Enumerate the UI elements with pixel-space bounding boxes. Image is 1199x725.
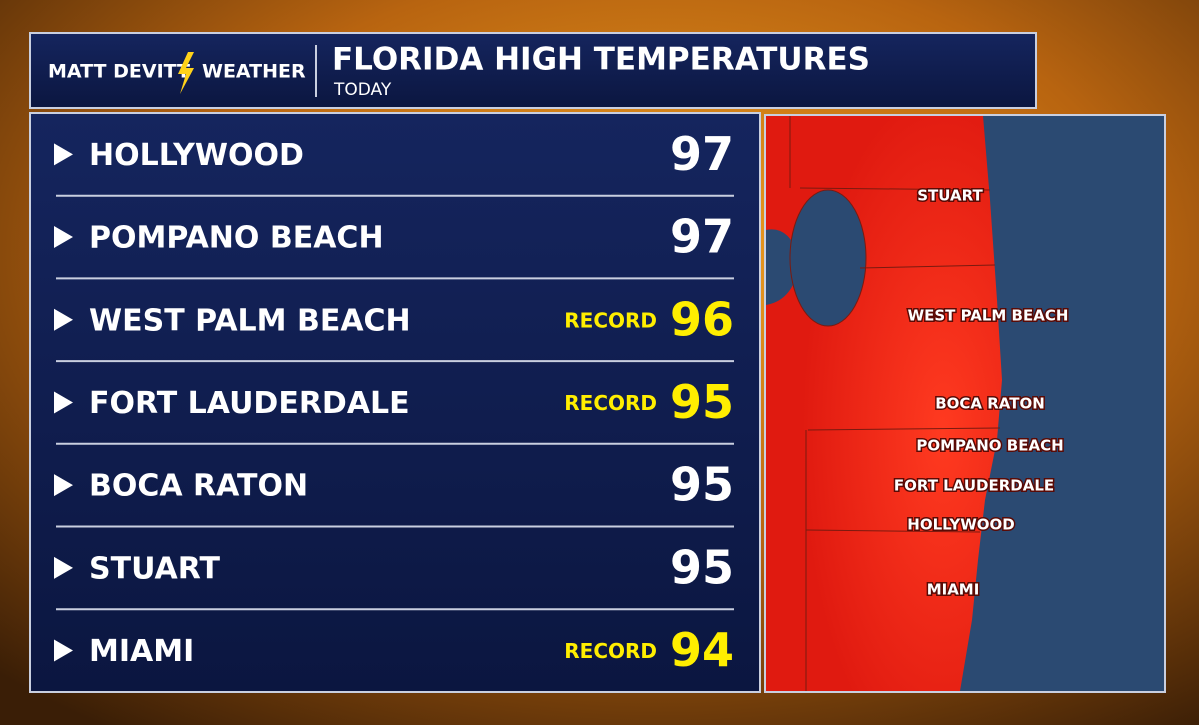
record-badge: RECORD (564, 639, 657, 663)
city-name: HOLLYWOOD (89, 138, 304, 173)
row-arrow (54, 143, 73, 166)
header-subtitle: TODAY (333, 80, 392, 100)
map (764, 114, 1166, 693)
temperature: 95 (670, 540, 734, 594)
row-arrow (54, 639, 73, 662)
brand-bolt (178, 52, 194, 94)
map-label: FORT LAUDERDALE (894, 477, 1054, 495)
header-title: FLORIDA HIGH TEMPERATURES (332, 42, 870, 78)
map-label: POMPANO BEACH (916, 437, 1063, 455)
map-label: STUART (917, 187, 983, 205)
city-name: FORT LAUDERDALE (89, 386, 410, 421)
temperature: 96 (670, 292, 734, 346)
temperature: 94 (670, 623, 734, 677)
temperature: 97 (670, 210, 734, 264)
row-arrow (54, 391, 73, 414)
map-labels: STUART WEST PALM BEACH BOCA RATON POMPANO B… (892, 185, 1070, 600)
city-name: MIAMI (89, 634, 194, 669)
temperature: 95 (670, 375, 734, 429)
map-label: MIAMI (927, 581, 980, 599)
lake-okeechobee (789, 189, 867, 327)
city-name: POMPANO BEACH (89, 221, 384, 256)
header-panel (29, 32, 1037, 109)
city-name: STUART (89, 551, 220, 586)
brand-left: MATT DEVITT (48, 61, 190, 83)
map-label: HOLLYWOOD (907, 516, 1014, 534)
row-arrow (54, 556, 73, 579)
row-arrow (54, 226, 73, 249)
county-lines (789, 116, 1001, 691)
record-badge: RECORD (564, 391, 657, 415)
map-label: WEST PALM BEACH (908, 307, 1069, 325)
map-label: BOCA RATON (935, 395, 1045, 413)
temperature: 95 (670, 458, 734, 512)
city-name: BOCA RATON (89, 469, 308, 504)
list-panel (29, 112, 761, 693)
city-name: WEST PALM BEACH (89, 303, 411, 338)
record-badge: RECORD (564, 308, 657, 332)
rows: HOLLYWOOD 97 POMPANO BEACH 97 WEST PALM BEAC… (54, 127, 734, 677)
temperature: 97 (670, 127, 734, 181)
row-arrow (54, 308, 73, 331)
row-arrow (54, 474, 73, 497)
brand-right: WEATHER (202, 61, 306, 83)
